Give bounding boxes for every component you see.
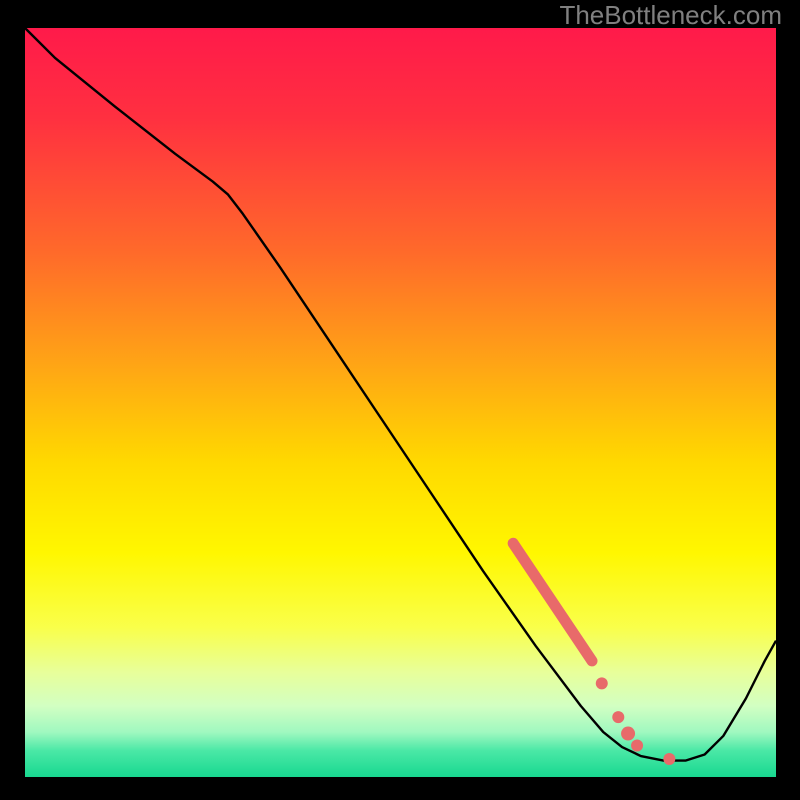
watermark-text: TheBottleneck.com — [559, 0, 782, 31]
highlight-segment — [513, 543, 592, 661]
marker-dot — [596, 677, 608, 689]
chart-svg-layer — [25, 28, 776, 777]
chart-plot-area — [25, 28, 776, 777]
marker-dot — [621, 727, 635, 741]
marker-dot — [612, 711, 624, 723]
marker-dot — [631, 740, 643, 752]
bottleneck-curve — [25, 28, 776, 761]
marker-dot — [663, 753, 675, 765]
